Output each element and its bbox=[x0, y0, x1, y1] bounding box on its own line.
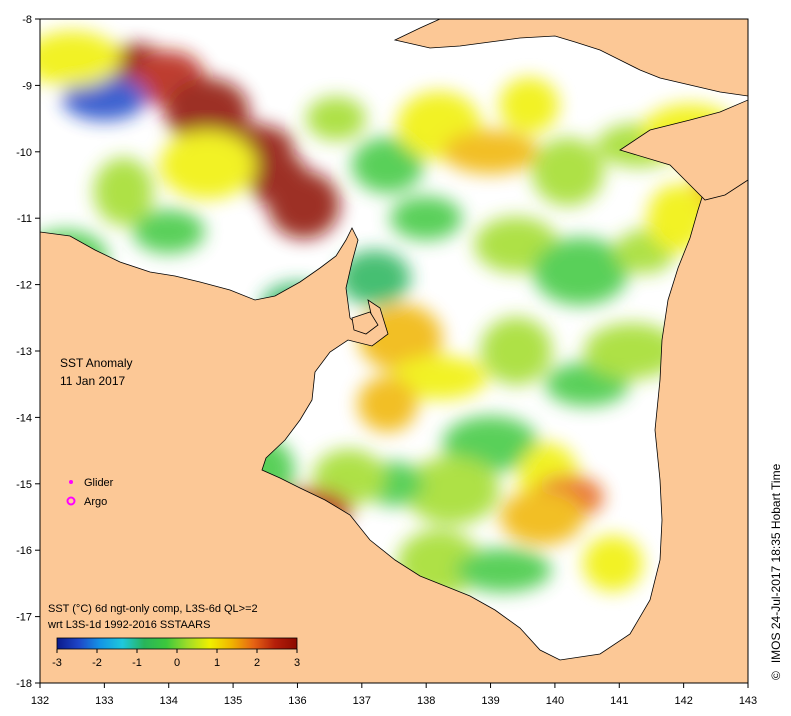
sst-patch bbox=[499, 77, 560, 134]
y-tick-label: -18 bbox=[16, 678, 32, 690]
sst-patch bbox=[306, 96, 367, 141]
sst-patch bbox=[62, 76, 147, 121]
copyright-symbol: © bbox=[769, 671, 783, 680]
caption-line-1: SST (°C) 6d ngt-only comp, L3S-6d QL>=2 bbox=[48, 603, 258, 615]
sst-patch bbox=[455, 548, 552, 593]
x-tick-label: 138 bbox=[417, 695, 435, 707]
caption-line-2: wrt L3S-1d 1992-2016 SSTAARS bbox=[47, 619, 210, 631]
sst-patch bbox=[442, 129, 539, 174]
map-title: SST Anomaly bbox=[60, 356, 132, 370]
credit-label: IMOS 24-Jul-2017 18:35 Hobart Time bbox=[769, 463, 783, 663]
y-tick-label: -16 bbox=[16, 545, 32, 557]
glider-label: Glider bbox=[84, 477, 114, 489]
sst-patch bbox=[584, 323, 681, 379]
y-tick-label: -13 bbox=[16, 346, 32, 358]
longitude-axis: 132 133 134 135 136 137 138 139 140 141 142 143 bbox=[31, 683, 757, 707]
sst-patch bbox=[132, 209, 205, 254]
glider-marker-icon bbox=[69, 480, 73, 484]
y-tick-label: -11 bbox=[17, 213, 32, 225]
sst-patch bbox=[390, 196, 463, 241]
sst-patch bbox=[312, 449, 385, 506]
y-tick-label: -15 bbox=[16, 479, 32, 491]
y-tick-label: -10 bbox=[16, 147, 32, 159]
x-tick-label: 135 bbox=[224, 695, 242, 707]
sst-patch bbox=[500, 489, 585, 545]
colorbar-tick-label: 2 bbox=[254, 657, 260, 669]
argo-label: Argo bbox=[84, 496, 107, 508]
argo-marker-icon bbox=[66, 496, 76, 506]
sst-patch bbox=[159, 131, 256, 200]
sst-patch bbox=[40, 30, 121, 87]
colorbar-gradient bbox=[56, 637, 298, 650]
colorbar: -3 -2 -1 0 1 2 3 bbox=[52, 637, 300, 669]
sst-patch bbox=[357, 376, 418, 433]
sst-patch bbox=[391, 355, 488, 400]
x-tick-label: 143 bbox=[739, 695, 757, 707]
x-tick-label: 134 bbox=[160, 695, 178, 707]
y-tick-label: -12 bbox=[16, 280, 32, 292]
sst-patch bbox=[351, 137, 424, 194]
y-tick-label: -17 bbox=[16, 612, 32, 624]
sst-patch bbox=[531, 137, 604, 206]
sst-patch bbox=[532, 237, 629, 306]
x-tick-label: 137 bbox=[353, 695, 371, 707]
sst-patch bbox=[442, 415, 539, 472]
latitude-axis: -8 -9 -10 -11 -12 -13 -14 -15 -16 -17 -18 bbox=[16, 14, 40, 690]
sst-patch bbox=[338, 249, 411, 306]
y-tick-label: -8 bbox=[22, 14, 32, 26]
plot-area bbox=[40, 19, 748, 683]
land-cape-york bbox=[619, 99, 748, 201]
y-tick-label: -9 bbox=[22, 80, 32, 92]
colorbar-ticks: -3 -2 -1 0 1 2 3 bbox=[52, 649, 300, 669]
sst-patch bbox=[582, 535, 643, 592]
colorbar-tick-label: -2 bbox=[92, 657, 102, 669]
sst-patch bbox=[93, 157, 154, 226]
marker-legend: Glider Argo bbox=[66, 477, 114, 508]
sst-patch bbox=[480, 317, 553, 385]
sst-patch bbox=[267, 170, 340, 239]
colorbar-tick-label: 1 bbox=[214, 657, 220, 669]
x-tick-label: 132 bbox=[31, 695, 49, 707]
land-new-guinea bbox=[393, 19, 748, 97]
land-masses bbox=[40, 19, 748, 683]
x-tick-label: 142 bbox=[674, 695, 692, 707]
x-tick-label: 136 bbox=[288, 695, 306, 707]
colorbar-tick-label: -3 bbox=[52, 657, 62, 669]
map-date: 11 Jan 2017 bbox=[60, 374, 125, 388]
colorbar-tick-label: 3 bbox=[294, 657, 300, 669]
credit-text: © IMOS 24-Jul-2017 18:35 Hobart Time bbox=[769, 463, 783, 680]
colorbar-tick-label: 0 bbox=[174, 657, 180, 669]
y-tick-label: -14 bbox=[16, 412, 32, 424]
land-island bbox=[351, 311, 379, 335]
colorbar-tick-label: -1 bbox=[132, 657, 142, 669]
x-tick-label: 139 bbox=[481, 695, 499, 707]
land-northern-territory bbox=[40, 175, 748, 683]
x-tick-label: 133 bbox=[95, 695, 113, 707]
x-tick-label: 140 bbox=[546, 695, 564, 707]
x-tick-label: 141 bbox=[610, 695, 628, 707]
sst-patch bbox=[403, 456, 500, 525]
